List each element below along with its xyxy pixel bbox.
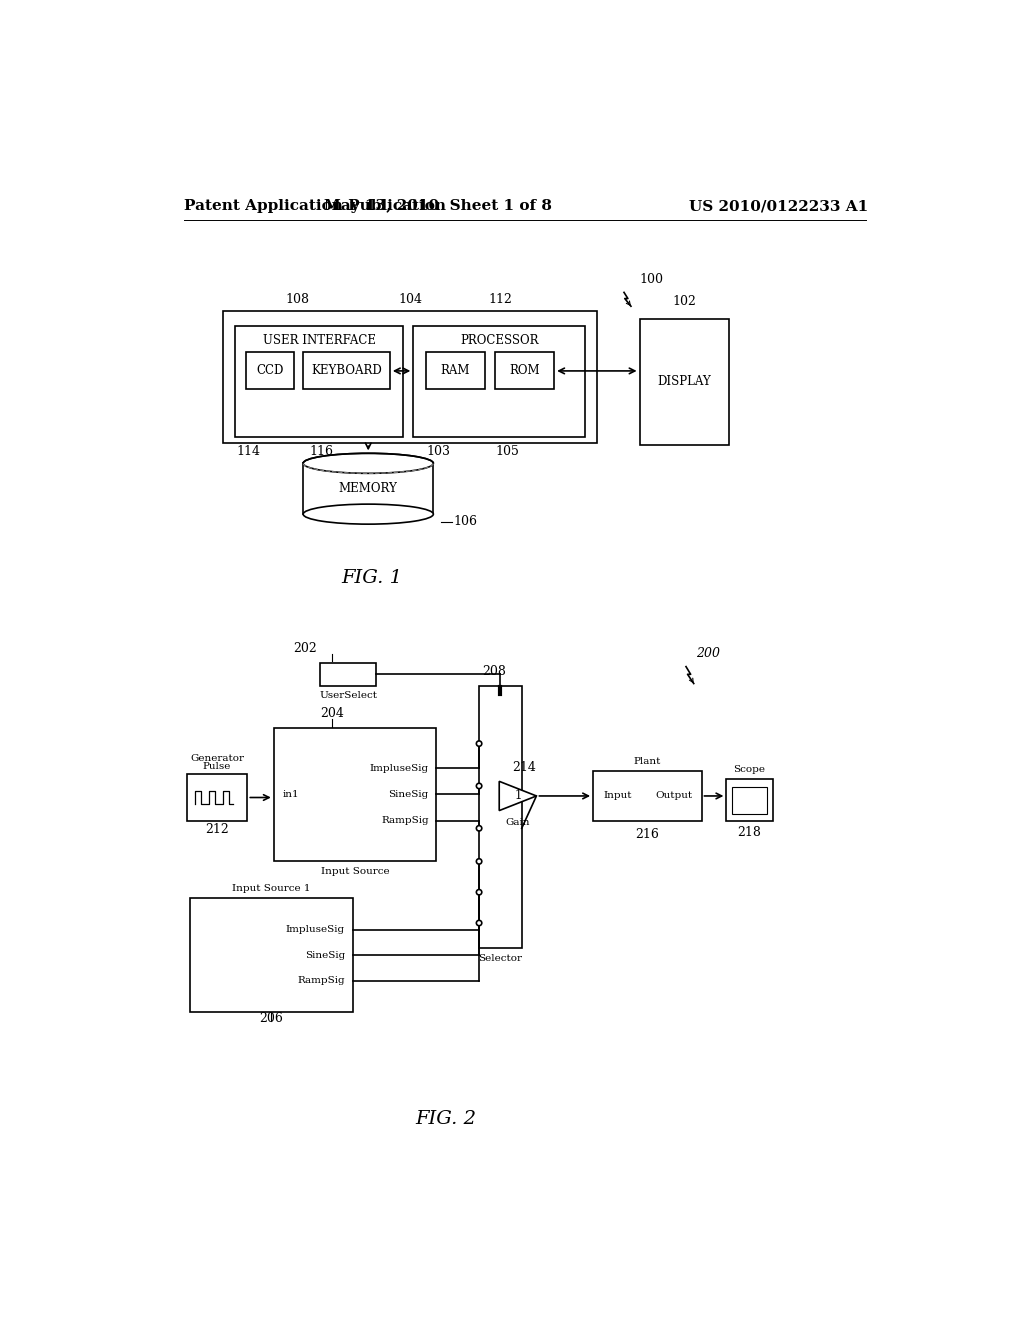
FancyBboxPatch shape: [496, 352, 554, 389]
Circle shape: [476, 783, 481, 788]
FancyBboxPatch shape: [732, 787, 767, 814]
Text: CCD: CCD: [256, 364, 284, 378]
Text: 103: 103: [426, 445, 450, 458]
Text: 218: 218: [737, 826, 762, 840]
Text: 112: 112: [488, 293, 512, 306]
Text: US 2010/0122233 A1: US 2010/0122233 A1: [689, 199, 868, 213]
Text: Input: Input: [603, 792, 632, 800]
Text: 216: 216: [635, 829, 659, 841]
Text: 202: 202: [293, 642, 317, 655]
Text: 105: 105: [496, 445, 520, 458]
Text: Pulse: Pulse: [203, 762, 231, 771]
Text: RampSig: RampSig: [297, 977, 345, 985]
Text: MEMORY: MEMORY: [339, 482, 397, 495]
Text: Selector: Selector: [478, 954, 522, 962]
Text: UserSelect: UserSelect: [319, 692, 377, 701]
Polygon shape: [500, 781, 537, 810]
Ellipse shape: [303, 453, 433, 474]
Text: May 13, 2010  Sheet 1 of 8: May 13, 2010 Sheet 1 of 8: [324, 199, 552, 213]
Text: 114: 114: [237, 445, 260, 458]
Text: PROCESSOR: PROCESSOR: [460, 334, 539, 347]
Text: USER INTERFACE: USER INTERFACE: [262, 334, 376, 347]
Text: ImpluseSig: ImpluseSig: [286, 925, 345, 935]
FancyBboxPatch shape: [414, 326, 586, 437]
Text: SineSig: SineSig: [305, 950, 345, 960]
FancyBboxPatch shape: [303, 352, 390, 389]
Text: 102: 102: [673, 294, 696, 308]
FancyBboxPatch shape: [640, 318, 729, 445]
Text: RAM: RAM: [440, 364, 470, 378]
Text: 116: 116: [309, 445, 334, 458]
Text: Input Source: Input Source: [321, 867, 389, 876]
Circle shape: [476, 859, 481, 865]
Circle shape: [476, 825, 481, 832]
FancyBboxPatch shape: [222, 312, 597, 444]
Text: Scope: Scope: [733, 766, 766, 775]
Text: 100: 100: [640, 273, 664, 286]
Text: Input Source 1: Input Source 1: [232, 884, 310, 892]
Circle shape: [476, 741, 481, 746]
Text: RampSig: RampSig: [381, 816, 429, 825]
Text: Gain: Gain: [506, 817, 530, 826]
Text: 208: 208: [482, 665, 507, 678]
Text: Generator: Generator: [190, 754, 244, 763]
FancyBboxPatch shape: [234, 326, 403, 437]
Text: 200: 200: [695, 647, 720, 660]
Text: FIG. 1: FIG. 1: [341, 569, 401, 587]
Text: 108: 108: [285, 293, 309, 306]
Text: SineSig: SineSig: [388, 789, 429, 799]
Text: 104: 104: [399, 293, 423, 306]
Circle shape: [476, 890, 481, 895]
Text: ImpluseSig: ImpluseSig: [370, 764, 429, 772]
Text: 206: 206: [259, 1012, 284, 1026]
Text: 214: 214: [512, 762, 536, 775]
Text: Patent Application Publication: Patent Application Publication: [183, 199, 445, 213]
Circle shape: [476, 920, 481, 925]
Text: 212: 212: [205, 822, 229, 836]
Text: 106: 106: [454, 515, 477, 528]
Text: KEYBOARD: KEYBOARD: [311, 364, 382, 378]
Text: FIG. 2: FIG. 2: [416, 1110, 476, 1129]
FancyBboxPatch shape: [726, 779, 773, 821]
Text: Plant: Plant: [634, 756, 660, 766]
FancyBboxPatch shape: [321, 663, 376, 686]
Text: Output: Output: [655, 792, 693, 800]
Text: 1: 1: [514, 789, 521, 803]
FancyBboxPatch shape: [426, 352, 484, 389]
FancyBboxPatch shape: [273, 729, 436, 861]
FancyBboxPatch shape: [479, 686, 521, 948]
FancyBboxPatch shape: [187, 775, 248, 821]
Text: ROM: ROM: [510, 364, 540, 378]
FancyBboxPatch shape: [593, 771, 701, 821]
Ellipse shape: [303, 504, 433, 524]
Text: 204: 204: [319, 708, 344, 721]
Text: DISPLAY: DISPLAY: [657, 375, 711, 388]
FancyBboxPatch shape: [246, 352, 294, 389]
FancyBboxPatch shape: [190, 898, 352, 1011]
Text: in1: in1: [283, 789, 299, 799]
